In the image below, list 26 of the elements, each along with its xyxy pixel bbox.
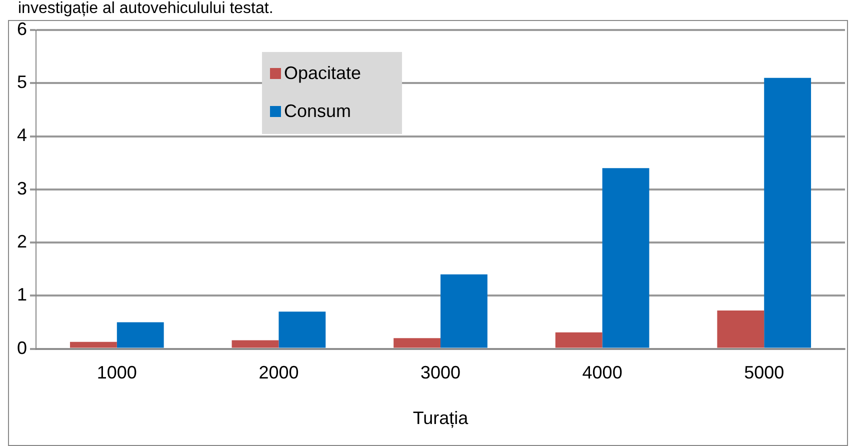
x-tick-label: 4000: [582, 362, 622, 383]
x-axis-title: Turația: [412, 408, 470, 428]
bar: [440, 274, 488, 348]
bar: [278, 312, 326, 348]
y-tick-label: 2: [16, 232, 28, 252]
bar: [394, 338, 441, 348]
y-tick-label: 3: [16, 178, 28, 198]
x-tick-label: 3000: [420, 362, 461, 383]
y-tick-label: 5: [16, 72, 28, 92]
y-tick-label: 4: [16, 125, 28, 146]
bar: [602, 168, 650, 348]
bar: [116, 322, 164, 348]
x-tick-label: 1000: [96, 362, 137, 383]
y-tick-label: 6: [16, 18, 28, 39]
bar: [555, 332, 602, 348]
bar: [717, 310, 764, 348]
x-tick-label: 2000: [258, 362, 299, 383]
legend-label: Opacitate: [284, 62, 362, 84]
y-tick-label: 0: [16, 338, 28, 358]
bar: [70, 342, 117, 348]
x-tick-label: 5000: [744, 362, 784, 383]
bar: [764, 78, 812, 348]
bar: [232, 340, 279, 348]
chart-title: investigație al autovehiculului testat.: [18, 0, 274, 18]
legend-label: Consum: [284, 100, 352, 122]
y-tick-label: 1: [16, 284, 28, 305]
